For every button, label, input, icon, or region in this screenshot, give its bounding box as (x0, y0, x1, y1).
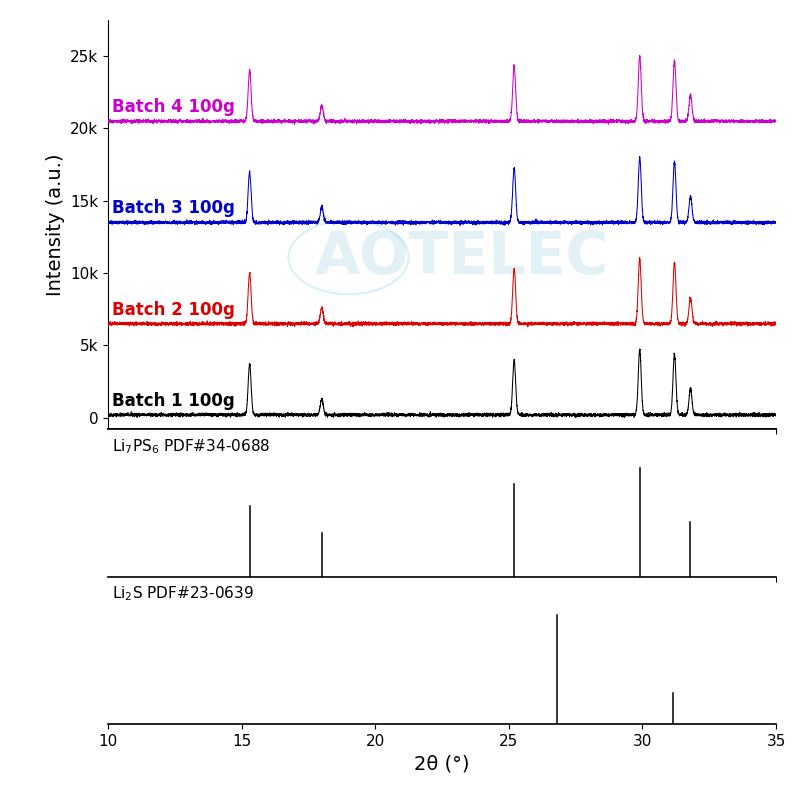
Text: Batch 2 100g: Batch 2 100g (112, 301, 235, 318)
Text: Batch 3 100g: Batch 3 100g (112, 199, 235, 218)
Text: AOTELEC: AOTELEC (315, 229, 609, 286)
Text: Batch 1 100g: Batch 1 100g (112, 392, 234, 410)
Text: Li$_7$PS$_6$ PDF#34-0688: Li$_7$PS$_6$ PDF#34-0688 (112, 437, 270, 456)
Text: Li$_2$S PDF#23-0639: Li$_2$S PDF#23-0639 (112, 584, 254, 603)
X-axis label: 2θ (°): 2θ (°) (414, 754, 470, 774)
Text: Batch 4 100g: Batch 4 100g (112, 98, 235, 116)
Y-axis label: Intensity (a.u.): Intensity (a.u.) (46, 154, 65, 296)
